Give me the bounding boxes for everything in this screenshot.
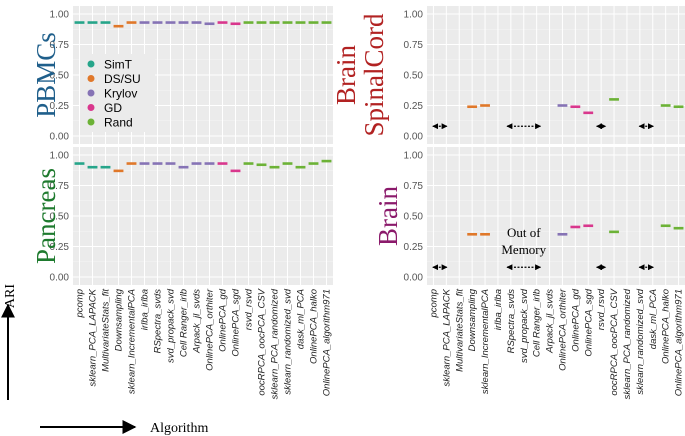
x-tick-label: Downsampling [114, 288, 125, 351]
legend-label: SimT [104, 58, 133, 72]
y-tick-label: 0.75 [50, 40, 70, 51]
panel-label: Pancreas [31, 168, 61, 264]
y-tick-label: 1.00 [404, 10, 424, 21]
x-tick-label: svd_propack_svd [166, 288, 177, 363]
x-tick-label: oocRPCA_oocPCA_CSV [257, 287, 268, 395]
x-tick-label: oocRPCA_oocPCA_CSV [609, 287, 620, 395]
x-tick-label: OnlinePCA_gd [570, 288, 581, 352]
x-tick-label: dask_ml_PCA [648, 289, 659, 349]
out-of-memory-annotation: Memory [501, 242, 546, 257]
x-tick-label: MultivariateStats_fit [101, 289, 112, 372]
y-tick-label: 0.75 [50, 181, 70, 192]
legend-swatch [87, 118, 95, 126]
x-tick-label: MultivariateStats_fit [454, 289, 465, 372]
x-tick-label: OnlinePCA_halko [661, 289, 672, 364]
x-tick-label: Downsampling [467, 288, 478, 351]
x-tick-label: pcomp [75, 289, 86, 319]
legend-swatch [87, 75, 95, 82]
y-tick-label: 0.75 [404, 181, 424, 192]
x-tick-label: Cell Ranger_irlb [179, 289, 190, 357]
legend-label: DS/SU [104, 72, 141, 86]
x-tick-label: dask_ml_PCA [296, 289, 307, 349]
y-tick-label: 0.25 [404, 242, 424, 253]
x-tick-label: sklearn_PCA_randomized [622, 288, 633, 399]
x-tick-label: sklearn_PCA_LAPACK [88, 288, 99, 386]
y-tick-label: 0.50 [50, 212, 70, 223]
y-tick-label: 0.00 [50, 273, 70, 284]
y-tick-label: 0.25 [50, 242, 70, 253]
x-tick-label: RSpectra_svds [506, 289, 517, 354]
panel-label-text: Pancreas [31, 168, 61, 264]
x-tick-label: OnlinePCA_gd [218, 288, 229, 352]
x-tick-label: Cell Ranger_irlb [532, 289, 543, 357]
x-tick-label: sklearn_IncrementalPCA [480, 289, 491, 394]
x-tick-label: sklearn_PCA_randomized [270, 288, 281, 399]
y-tick-label: 0.50 [404, 71, 424, 82]
out-of-memory-annotation: Out of [507, 225, 541, 240]
x-tick-label: RSpectra_svds [153, 289, 164, 354]
x-tick-label: irlba_irlba [493, 289, 504, 330]
y-tick-label: 0.00 [404, 132, 424, 143]
legend-label: Krylov [104, 87, 137, 101]
x-tick-label: svd_propack_svd [519, 288, 530, 363]
y-tick-label: 0.00 [404, 273, 424, 284]
legend-swatch [87, 89, 95, 97]
x-tick-label: pcomp [428, 289, 439, 319]
x-tick-label: irlba_irlba [140, 289, 151, 330]
y-tick-label: 0.25 [50, 101, 70, 112]
x-tick-label: OnlinePCA_algorithm971 [674, 289, 685, 396]
panel-pbmcs: 0.00 0.25 0.50 0.75 1.00 PBMCs [31, 6, 333, 144]
x-tick-label: Arpack_jl_svds [192, 289, 203, 354]
panel-label-text: SpinalCord [359, 13, 389, 137]
x-tick-label: OnlinePCA_halko [309, 289, 320, 364]
x-tick-label: OnlinePCA_orthiter [205, 288, 216, 371]
x-tick-label: OnlinePCA_orthiter [557, 288, 568, 371]
y-tick-label: 1.00 [50, 151, 70, 162]
x-tick-label: OnlinePCA_sgd [583, 288, 594, 356]
y-tick-label: 1.00 [50, 10, 70, 21]
panel-label: Brain [373, 186, 403, 246]
panel-brain: 0.00 0.25 0.50 0.75 1.00 Out of Memory Brain pco… [373, 147, 685, 399]
y-tick-label: 0.25 [404, 101, 424, 112]
legend-swatch [87, 60, 95, 68]
y-tick-label: 0.50 [50, 71, 70, 82]
x-tick-label: OnlinePCA_sgd [231, 288, 242, 356]
y-axis-label: ARI [3, 284, 18, 308]
panel-label-text: Brain [331, 45, 361, 105]
x-tick-label: sklearn_PCA_LAPACK [441, 288, 452, 386]
x-tick-label: OnlinePCA_algorithm971 [322, 289, 333, 396]
panel-label-text: PBMCs [31, 32, 61, 118]
x-tick-label: Arpack_jl_svds [545, 289, 556, 354]
y-tick-label: 0.50 [404, 212, 424, 223]
x-tick-label: rsvd_rsvd [596, 288, 607, 330]
x-tick-label: sklearn_randomized_svd [283, 288, 294, 394]
x-tick-label: sklearn_randomized_svd [635, 288, 646, 394]
x-tick-label: sklearn_IncrementalPCA [127, 289, 138, 394]
legend-label: Rand [104, 116, 133, 130]
panel-label-text: Brain [373, 186, 403, 246]
x-axis-label: Algorithm [150, 421, 208, 436]
x-tick-label: rsvd_rsvd [244, 288, 255, 330]
legend-label: GD [104, 101, 122, 115]
panel-label: PBMCs [31, 32, 61, 118]
y-tick-label: 0.00 [50, 132, 70, 143]
y-tick-label: 0.75 [404, 40, 424, 51]
y-tick-label: 1.00 [404, 151, 424, 162]
legend-swatch [87, 104, 95, 111]
